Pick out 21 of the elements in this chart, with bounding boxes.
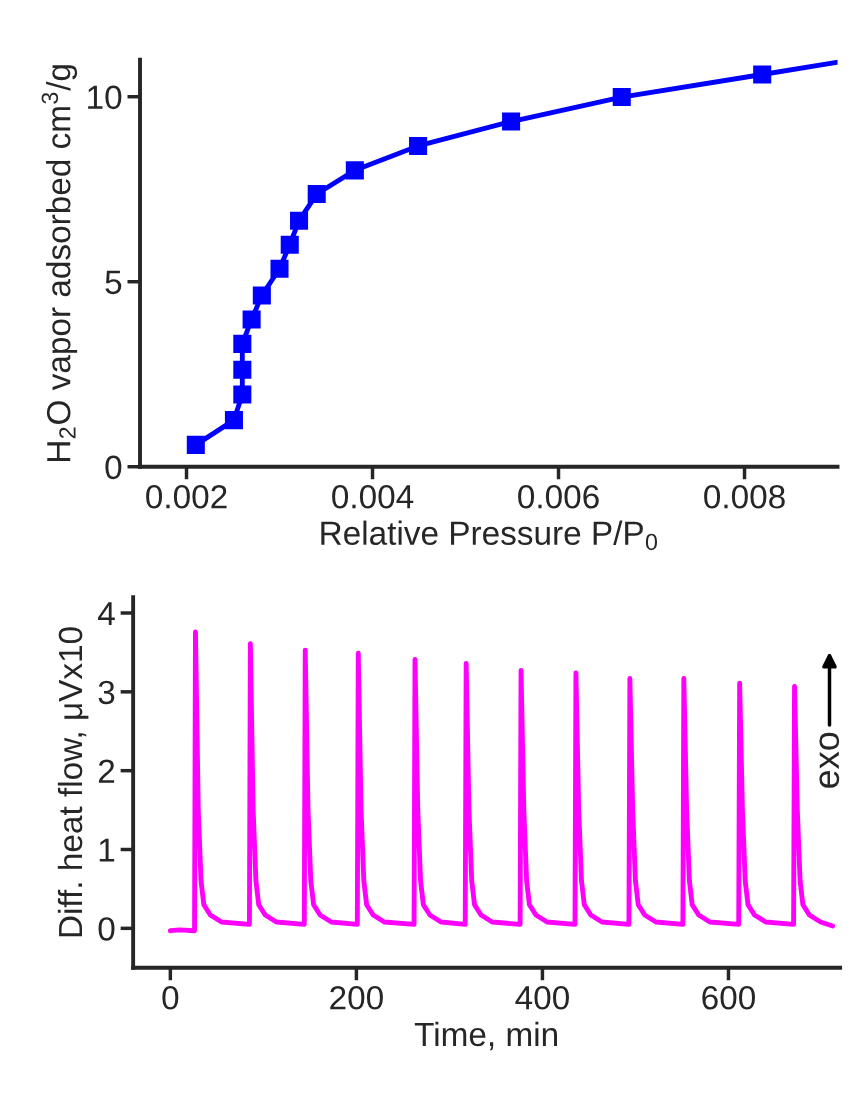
- y-tick-label: 1: [99, 838, 115, 862]
- y-tick-label: 2: [98, 759, 115, 783]
- y-tick-label: 5: [105, 270, 122, 295]
- x-tick-label: 0.002: [146, 484, 227, 509]
- x-axis-title: Time, min: [414, 1021, 557, 1051]
- y-tick-label: 10: [88, 85, 122, 110]
- x-tick-label: 0.006: [518, 484, 599, 509]
- x-tick-label: 0: [162, 985, 179, 1010]
- annotation: exo: [819, 732, 840, 788]
- y-tick-label: 0: [105, 455, 122, 480]
- y-tick-label: 3: [98, 680, 115, 705]
- y-axis-title: H$_{2}$O vapor adsorbed cm$^{3}$/g: [41, 65, 78, 461]
- x-tick-label: 600: [702, 985, 755, 1010]
- x-tick-label: 0.008: [704, 484, 785, 509]
- y-axis-title: Diff. heat flow, μVx10: [57, 627, 89, 937]
- y-tick-label: 4: [98, 602, 115, 626]
- x-tick-label: 400: [515, 985, 569, 1010]
- y-tick-label: 0: [98, 917, 115, 941]
- x-tick-label: 200: [330, 985, 383, 1010]
- x-tick-label: 0.004: [332, 484, 414, 509]
- x-axis-title: Relative Pressure P/P$_{0}$: [321, 520, 658, 551]
